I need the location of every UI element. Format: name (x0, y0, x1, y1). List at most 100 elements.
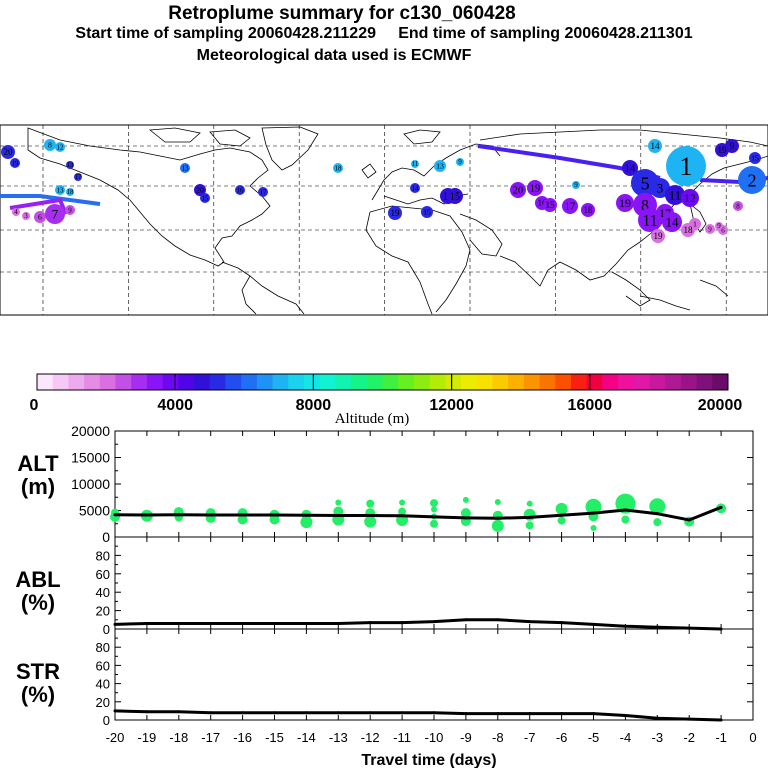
plume-centroid-marker (733, 201, 743, 211)
mean-line-point (304, 621, 308, 625)
mean-line-point (400, 711, 404, 715)
plume-centroid-marker (705, 224, 715, 234)
colorbar-cell (303, 374, 321, 390)
plume-centroid-label: 1 (680, 152, 693, 181)
y-tick-label: 20 (96, 604, 110, 619)
plume-centroid-marker (581, 203, 595, 217)
colorbar-cell (99, 374, 116, 390)
mean-line-point (528, 712, 532, 716)
plume-centroid-marker (616, 194, 634, 212)
plume-centroid-marker (562, 198, 578, 214)
plume-centroid-label: 15 (450, 192, 460, 203)
x-tick-label: -2 (683, 730, 695, 745)
mean-line-point (687, 717, 691, 721)
x-tick-label: -12 (361, 730, 380, 745)
plume-centroid-label: 14 (666, 215, 680, 230)
colorbar-cell (68, 374, 85, 390)
mean-line-point (400, 514, 404, 518)
x-tick-label: -5 (588, 730, 600, 745)
y-tick-label: 60 (96, 567, 110, 582)
colorbar-cell (272, 374, 289, 390)
x-tick-label: -6 (556, 730, 568, 745)
plume-centroid-label: 16 (237, 186, 245, 194)
mean-line-point (560, 513, 564, 517)
met-data-label: Meteorological data used is ECMWF (196, 47, 472, 64)
colorbar-tick-label: 8000 (296, 397, 332, 414)
altitude-scatter-point (585, 498, 602, 515)
mean-line-point (432, 620, 436, 624)
mean-line-point (592, 622, 595, 626)
mean-line-point (273, 621, 276, 625)
plume-centroid-marker (715, 143, 729, 157)
plume-centroid-marker (650, 178, 670, 198)
mean-line-point (336, 621, 340, 625)
mean-line-point (241, 621, 245, 625)
mean-line-point (432, 515, 436, 519)
colorbar-cell (602, 374, 619, 390)
plume-centroid-label: 8 (48, 141, 52, 150)
mean-line-point (209, 513, 213, 517)
colorbar-cell (288, 374, 305, 390)
plume-centroid-marker (66, 161, 74, 169)
y-tick-label: 80 (96, 548, 110, 563)
x-tick-label: -8 (492, 730, 504, 745)
mean-line-point (177, 513, 181, 517)
mean-line-point (209, 621, 213, 625)
altitude-scatter-point (335, 499, 342, 506)
plume-centroid-label: 3 (657, 181, 664, 196)
plume-centroid-marker (55, 142, 65, 152)
plume-centroid-label: 18 (335, 164, 343, 172)
mean-line-point (209, 711, 213, 715)
plume-centroid-marker (258, 187, 268, 197)
plume-centroid-label: 6 (721, 226, 725, 234)
colorbar-cell (225, 374, 242, 390)
y-tick-label: 60 (96, 658, 110, 673)
colorbar-cell (162, 374, 179, 390)
altitude-scatter-point (555, 502, 568, 515)
colorbar-cell (351, 374, 368, 390)
mean-line-point (464, 618, 468, 622)
mean-line-point (655, 512, 659, 516)
y-tick-label: 5000 (79, 503, 110, 519)
plume-centroid-marker (648, 139, 662, 153)
plume-centroid-label: 13 (67, 161, 75, 169)
mean-line-point (113, 622, 117, 626)
plume-centroid-label: 11 (642, 212, 657, 229)
colorbar-cell (680, 374, 697, 390)
mean-line-point (719, 718, 723, 722)
x-tick-label: -13 (329, 730, 348, 745)
altitude-scatter-point (491, 519, 504, 532)
y-tick-label: 40 (96, 585, 110, 600)
plume-centroid-label: 4 (14, 208, 18, 216)
altitude-scatter-point (237, 514, 248, 525)
plume-centroid-marker (447, 188, 463, 204)
plume-centroid-marker (22, 212, 30, 220)
colorbar-cell (618, 374, 635, 390)
mean-line (114, 618, 722, 631)
plume-centroid-marker (572, 181, 580, 189)
mean-line (114, 709, 722, 722)
plume-centroid-label: 19 (530, 184, 540, 195)
colorbar-cell (131, 374, 148, 390)
end-time-label: End time of sampling 20060428.211301 (398, 25, 693, 42)
x-tick-label: -3 (652, 730, 664, 745)
plume-centroid-label: 17 (75, 173, 83, 181)
colorbar-tick-labels: 0 4000 8000 12000 16000 20000 (30, 397, 743, 414)
mean-line-point (464, 516, 468, 520)
plume-centroid-marker (543, 198, 557, 212)
plume-centroid-label: 15 (202, 194, 210, 202)
plume-centroid-label: 12 (57, 143, 65, 151)
colorbar-cell (319, 374, 336, 390)
plume-centroid-label: 16 (537, 198, 547, 208)
y-tick-label: 20 (96, 695, 110, 710)
mean-line-point (687, 518, 691, 522)
mean-line-point (113, 513, 117, 517)
x-tick-label: -10 (425, 730, 444, 745)
mean-line-point (623, 624, 627, 628)
altitude-scatter-point (649, 498, 666, 515)
colorbar-cell (570, 374, 588, 390)
mean-line-point (655, 625, 659, 629)
mean-line-point (273, 513, 276, 517)
